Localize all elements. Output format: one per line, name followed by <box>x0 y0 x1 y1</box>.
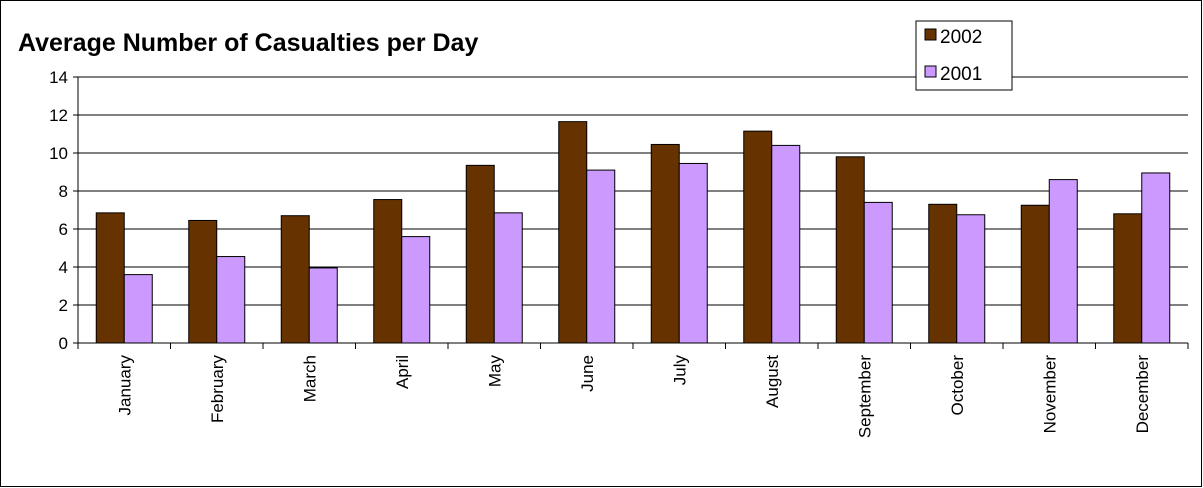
x-tick-label: February <box>208 355 227 424</box>
axes <box>73 76 1189 349</box>
y-tick-label: 6 <box>59 220 68 239</box>
bar-2001-september <box>863 201 893 344</box>
bar-2001-december <box>1141 172 1171 344</box>
x-tick-label: October <box>948 355 967 416</box>
bar-2002-june <box>558 121 588 344</box>
legend-label-2001: 2001 <box>940 64 982 85</box>
bar-2001-november <box>1048 179 1078 344</box>
bar-2001-february <box>216 256 246 344</box>
x-tick-label: March <box>300 355 319 402</box>
bar-2001-april <box>401 236 431 344</box>
legend-swatch-2002 <box>924 28 937 41</box>
bar-2002-october <box>928 203 958 344</box>
bar-2002-september <box>835 156 865 344</box>
bar-2001-august <box>771 144 801 344</box>
x-tick-label: November <box>1040 355 1059 434</box>
bar-2002-may <box>465 164 495 344</box>
legend-label-2002: 2002 <box>940 27 982 48</box>
x-tick-label: May <box>485 355 504 388</box>
bar-2001-march <box>308 267 338 344</box>
bar-2002-march <box>280 215 310 344</box>
x-tick-label: April <box>393 355 412 389</box>
bar-2002-november <box>1020 204 1050 344</box>
bar-2002-august <box>743 130 773 344</box>
y-tick-label: 10 <box>49 144 68 163</box>
bar-2001-july <box>678 162 708 344</box>
x-tick-label: December <box>1133 355 1152 434</box>
bar-2001-may <box>493 212 523 344</box>
y-tick-label: 4 <box>59 258 68 277</box>
bar-2001-june <box>586 169 616 344</box>
x-tick-label: January <box>115 355 134 416</box>
y-tick-label: 0 <box>59 334 68 353</box>
bar-2001-october <box>956 214 986 344</box>
x-tick-label: June <box>578 355 597 392</box>
chart-title: Average Number of Casualties per Day <box>18 29 479 57</box>
bar-2002-december <box>1113 213 1143 344</box>
x-tick-label: September <box>855 355 874 438</box>
y-tick-label: 14 <box>49 68 68 87</box>
bar-2002-february <box>188 219 218 344</box>
bar-2002-july <box>650 143 680 344</box>
legend-swatch-2001 <box>924 65 937 78</box>
x-tick-label: August <box>763 355 782 408</box>
tick-labels: 0 2 4 6 8 10 12 14 January February March April May J… <box>49 68 1152 438</box>
x-tick-label: July <box>670 355 689 386</box>
bar-2001-january <box>123 274 153 344</box>
y-tick-label: 2 <box>59 296 68 315</box>
bar-2002-april <box>373 199 403 344</box>
y-tick-label: 12 <box>49 106 68 125</box>
y-tick-label: 8 <box>59 182 68 201</box>
legend: 2002 2001 <box>915 20 1013 91</box>
bars <box>95 121 1171 344</box>
bar-2002-january <box>95 212 125 344</box>
